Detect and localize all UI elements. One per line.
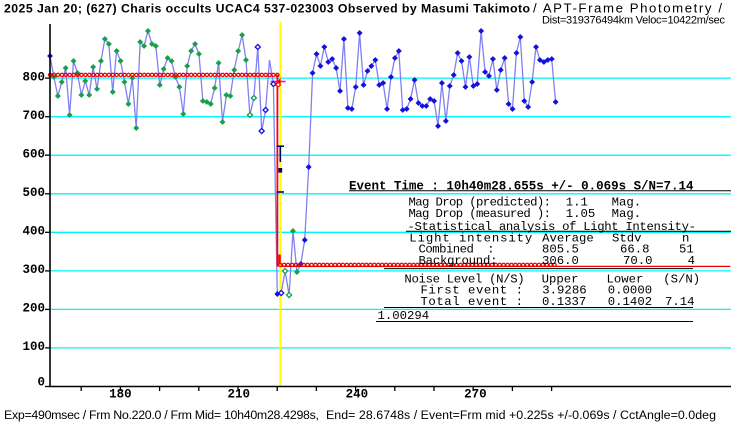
svg-text:Dist=319376494km Veloc=10422m/: Dist=319376494km Veloc=10422m/sec [542,14,726,26]
svg-text:306.0: 306.0 [542,254,579,268]
svg-text:400: 400 [22,225,45,239]
svg-text:1.00294: 1.00294 [378,309,430,323]
svg-text:Lower: Lower [607,272,644,286]
svg-text:7.14: 7.14 [665,295,695,309]
svg-text:Stdv: Stdv [612,231,642,245]
svg-text:Background:: Background: [419,254,498,268]
svg-text:805.5: 805.5 [542,243,579,257]
svg-text:600: 600 [22,147,45,161]
svg-text:210: 210 [228,388,251,402]
svg-text:Upper: Upper [542,272,579,286]
svg-text:66.8: 66.8 [620,243,650,257]
svg-text:Mag.: Mag. [612,196,642,210]
svg-text:180: 180 [109,388,132,402]
svg-text:Combined :: Combined : [419,243,495,257]
svg-text:700: 700 [22,109,45,123]
svg-text:100: 100 [22,340,45,354]
svg-text:270: 270 [464,388,487,402]
svg-text:0.0000: 0.0000 [608,284,652,298]
svg-text:500: 500 [22,186,45,200]
svg-text:(S/N): (S/N) [663,272,700,286]
svg-text:End= 28.6748s / Event=Frm mid: End= 28.6748s / Event=Frm mid +0.225s +/… [326,408,716,422]
svg-text:1.1: 1.1 [566,196,588,210]
svg-text:Light intensity: Light intensity [409,231,532,245]
svg-text:51: 51 [679,243,694,257]
svg-text:1.05: 1.05 [566,207,596,221]
svg-text:-Statistical analysis of Light: -Statistical analysis of Light Intensity… [408,220,697,234]
svg-text:0.1337: 0.1337 [542,295,586,309]
svg-text:70.0: 70.0 [623,254,653,268]
svg-text:300: 300 [22,263,45,277]
svg-text:Noise Level (N/S): Noise Level (N/S) [404,272,524,286]
svg-text:2025 Jan 20; (627) Charis occu: 2025 Jan 20; (627) Charis occults UCAC4 … [4,1,530,15]
svg-text:240: 240 [346,388,369,402]
svg-text:Exp=490msec / Frm No.220.0 / F: Exp=490msec / Frm No.220.0 / Frm Mid= 10… [4,408,319,422]
svg-text:Total event :: Total event : [421,295,524,309]
svg-text:4: 4 [688,254,695,268]
svg-text:First event :: First event : [421,284,524,298]
svg-text:800: 800 [22,70,45,84]
svg-text:n: n [682,231,689,245]
svg-text:/ APT-Frame Photometry /: / APT-Frame Photometry / [533,0,722,15]
svg-text:0: 0 [37,376,45,390]
svg-text:0.1402: 0.1402 [608,295,652,309]
svg-text:Event Time : 10h40m28.655s +/: Event Time : 10h40m28.655s +/- 0.069s S/… [349,179,694,193]
svg-text:Mag.: Mag. [612,207,642,221]
svg-text:Mag Drop (measured ):: Mag Drop (measured ): [409,207,552,221]
svg-text:Mag Drop (predicted):: Mag Drop (predicted): [409,196,552,210]
svg-text:Average: Average [542,231,594,245]
svg-text:200: 200 [22,302,45,316]
svg-text:3.9286: 3.9286 [542,284,586,298]
